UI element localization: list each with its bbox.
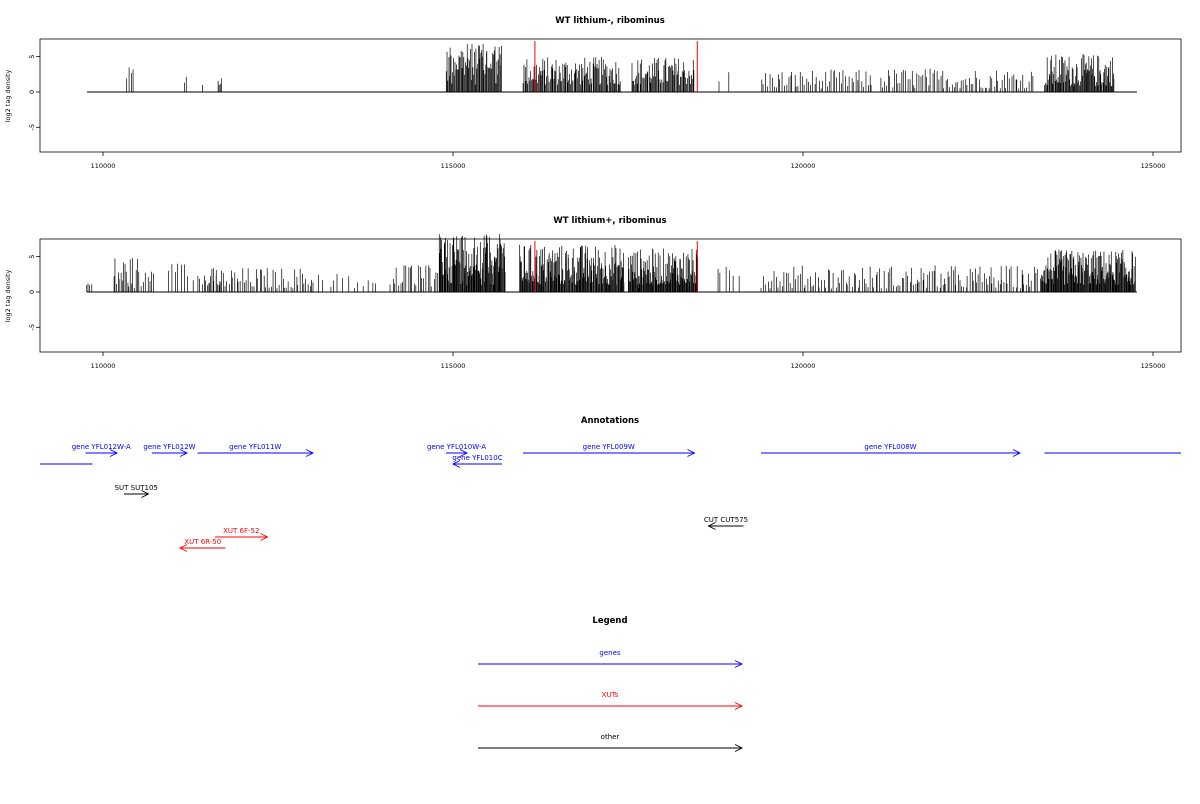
arrow-head: [260, 533, 269, 541]
y-tick-label: 0: [28, 290, 36, 294]
arrow-head: [734, 702, 744, 710]
arrow-head: [1012, 449, 1022, 457]
legend-entry: other: [478, 733, 744, 752]
annotation-feature: gene YFL010W-A: [427, 443, 486, 457]
legend-label: genes: [599, 649, 620, 657]
red-markers: [534, 241, 698, 292]
arrow-head: [459, 449, 469, 457]
y-axis: -5 0 5: [28, 55, 40, 131]
feature-label: CUT CUT575: [704, 516, 748, 524]
x-tick-label: 125000: [1141, 162, 1166, 170]
annotations-title: Annotations: [581, 416, 639, 426]
x-axis: 110000 115000 120000 125000: [91, 352, 1166, 370]
arrow-head: [109, 449, 119, 457]
annotation-feature: CUT CUT575: [704, 516, 748, 530]
arrow-head: [179, 449, 189, 457]
x-tick-label: 120000: [791, 362, 816, 370]
y-tick-label: 5: [28, 255, 36, 259]
panel-title: WT lithium+, ribominus: [553, 216, 666, 226]
arrow-head: [141, 490, 150, 498]
arrow-head: [687, 449, 696, 457]
legend-entry: genes: [478, 649, 744, 668]
red-markers: [534, 41, 698, 92]
x-tick-label: 110000: [91, 162, 116, 170]
legend-title: Legend: [592, 616, 627, 626]
arrow-head: [707, 522, 716, 530]
legend-entries: genes XUTs other: [478, 649, 744, 752]
arrow-head: [178, 544, 188, 552]
annotation-feature: XUT 6R-50: [178, 538, 226, 552]
x-tick-label: 115000: [441, 362, 466, 370]
y-axis: -5 0 5: [28, 255, 40, 331]
feature-label: SUT SUT105: [115, 484, 158, 492]
feature-label: gene YFL011W: [229, 443, 281, 451]
feature-label: gene YFL012W: [143, 443, 195, 451]
feature-label: XUT 6R-50: [184, 538, 221, 546]
coverage-panel-lithium-minus: WT lithium-, ribominus log2 tag density …: [4, 16, 1182, 170]
legend-label: XUTs: [602, 691, 619, 699]
y-tick-label: 0: [28, 90, 36, 94]
annotation-feature: gene YFL012W: [143, 443, 196, 457]
feature-label: gene YFL010C: [452, 454, 502, 462]
annotation-feature: XUT 6F-52: [215, 527, 269, 541]
legend: Legend genes XUTs other: [478, 616, 744, 752]
y-axis-label: log2 tag density: [4, 270, 12, 323]
annotation-feature: gene YFL009W: [523, 443, 696, 457]
annotation-feature: gene YFL010C: [451, 454, 503, 468]
arrow-head: [734, 744, 744, 752]
annotation-feature: SUT SUT105: [115, 484, 158, 498]
plot-frame: [39, 238, 1182, 353]
x-tick-label: 110000: [91, 362, 116, 370]
arrow-head: [305, 449, 315, 457]
coverage-panel-lithium-plus: WT lithium+, ribominus log2 tag density …: [4, 216, 1182, 370]
panel-title: WT lithium-, ribominus: [555, 16, 665, 26]
plot-frame: [39, 38, 1182, 153]
x-tick-label: 115000: [441, 162, 466, 170]
arrow-head: [734, 660, 744, 668]
legend-entry: XUTs: [478, 691, 744, 710]
y-axis-label: log2 tag density: [4, 70, 12, 123]
x-tick-label: 125000: [1141, 362, 1166, 370]
annotation-features: gene YFL012W-A gene YFL012W gene YFL011W ge…: [40, 443, 1181, 552]
y-tick-label: -5: [28, 124, 36, 130]
annotation-feature: gene YFL011W: [197, 443, 315, 457]
coverage-bars: [86, 234, 1136, 292]
x-tick-label: 120000: [791, 162, 816, 170]
arrow-head: [451, 460, 461, 468]
y-tick-label: 5: [28, 55, 36, 59]
annotation-feature: gene YFL012W-A: [72, 443, 131, 457]
legend-label: other: [601, 733, 620, 741]
coverage-bars: [126, 44, 1115, 92]
feature-label: gene YFL009W: [583, 443, 635, 451]
annotations-track: Annotations gene YFL012W-A gene YFL012W ge…: [40, 416, 1181, 552]
feature-label: gene YFL012W-A: [72, 443, 131, 451]
x-axis: 110000 115000 120000 125000: [91, 152, 1166, 170]
feature-label: XUT 6F-52: [223, 527, 259, 535]
y-tick-label: -5: [28, 324, 36, 330]
annotation-feature: gene YFL008W: [761, 443, 1022, 457]
feature-label: gene YFL010W-A: [427, 443, 486, 451]
feature-label: gene YFL008W: [864, 443, 916, 451]
